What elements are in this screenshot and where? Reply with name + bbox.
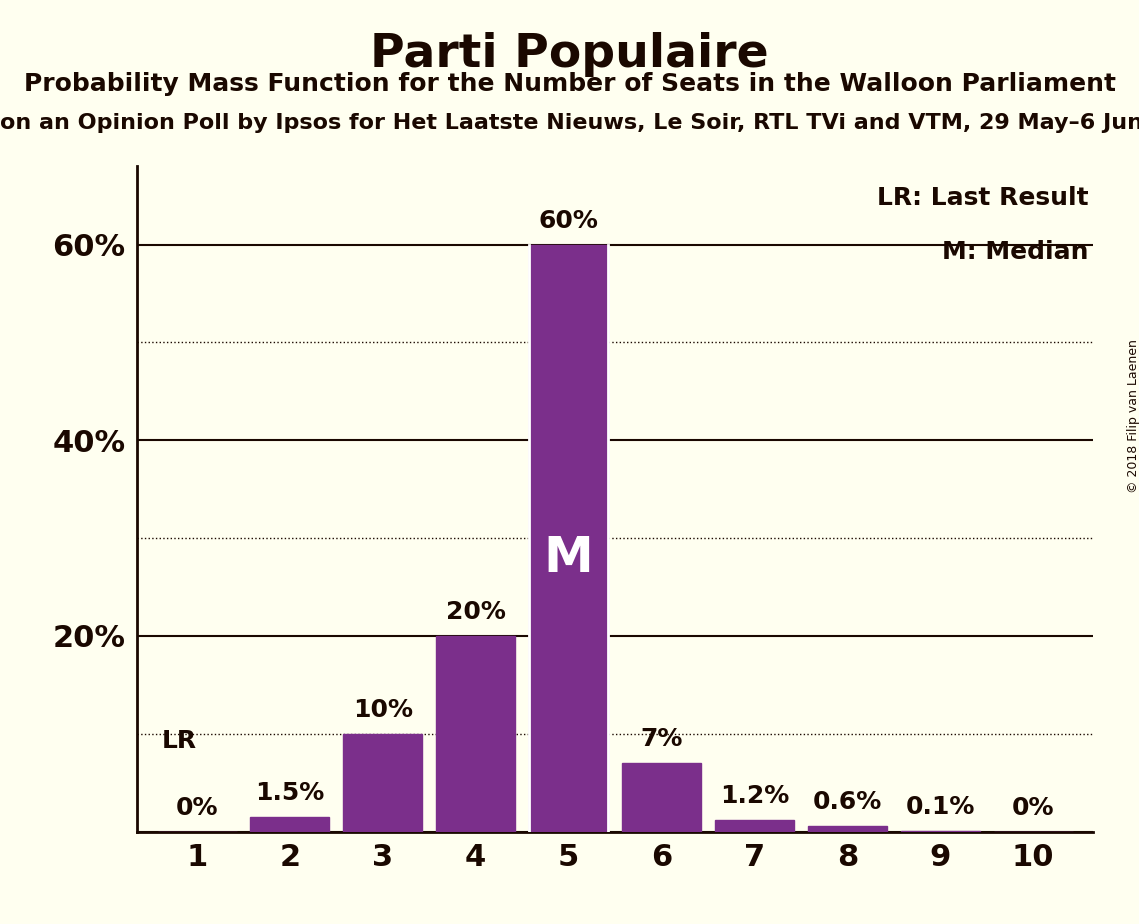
Text: 10%: 10% xyxy=(353,698,412,722)
Text: 7%: 7% xyxy=(640,727,682,751)
Text: 0.6%: 0.6% xyxy=(812,790,882,814)
Text: 60%: 60% xyxy=(539,209,599,233)
Text: Probability Mass Function for the Number of Seats in the Walloon Parliament: Probability Mass Function for the Number… xyxy=(24,72,1115,96)
Text: 1.5%: 1.5% xyxy=(255,781,325,805)
Bar xyxy=(901,831,980,832)
Bar xyxy=(343,734,423,832)
Text: M: Median: M: Median xyxy=(942,239,1089,263)
Bar xyxy=(808,826,887,832)
Bar xyxy=(530,245,608,832)
Bar xyxy=(251,817,329,832)
Text: 0.1%: 0.1% xyxy=(906,795,975,819)
Text: 0%: 0% xyxy=(175,796,219,820)
Text: 0%: 0% xyxy=(1011,796,1055,820)
Text: on an Opinion Poll by Ipsos for Het Laatste Nieuws, Le Soir, RTL TVi and VTM, 29: on an Opinion Poll by Ipsos for Het Laat… xyxy=(0,113,1139,133)
Bar xyxy=(622,763,700,832)
Bar xyxy=(436,636,515,832)
Text: LR: Last Result: LR: Last Result xyxy=(877,187,1089,211)
Text: Parti Populaire: Parti Populaire xyxy=(370,32,769,78)
Text: © 2018 Filip van Laenen: © 2018 Filip van Laenen xyxy=(1126,339,1139,492)
Bar xyxy=(715,820,794,832)
Text: 1.2%: 1.2% xyxy=(720,784,789,808)
Text: M: M xyxy=(543,534,593,582)
Text: 20%: 20% xyxy=(445,601,506,625)
Text: LR: LR xyxy=(162,729,197,753)
